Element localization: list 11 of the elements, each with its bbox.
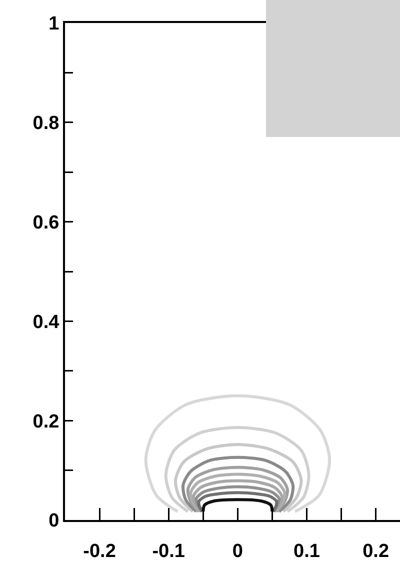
y-tick-label: 0.8 <box>32 113 60 134</box>
x-tick-label: 0.2 <box>362 540 390 562</box>
y-tick-label: 0.4 <box>32 312 60 333</box>
x-tick-label: -0.1 <box>152 540 186 562</box>
y-tick-label: 0.2 <box>32 411 60 432</box>
x-tick-label: 0.1 <box>294 540 320 562</box>
x-tick-label: 0 <box>232 540 243 562</box>
y-tick-label: 0 <box>48 510 60 532</box>
x-tick-label: -0.2 <box>83 540 116 562</box>
y-tick-label: 1 <box>48 14 60 35</box>
y-tick-label: 0.6 <box>32 212 60 234</box>
